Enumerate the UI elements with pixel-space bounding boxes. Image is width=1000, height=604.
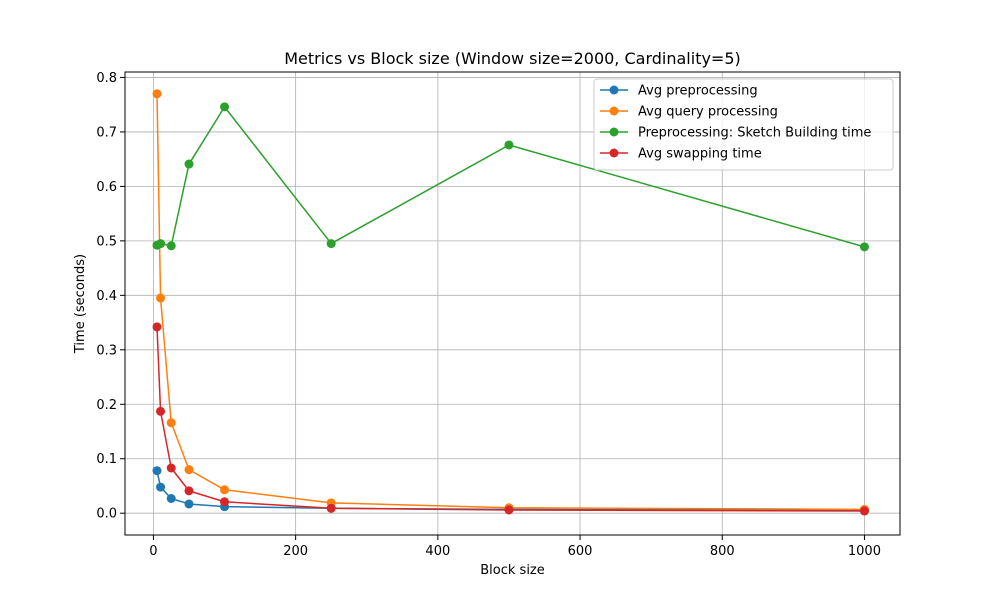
data-point-avg-preprocessing — [156, 482, 166, 492]
legend: Avg preprocessing Avg query processing Pre… — [593, 78, 894, 171]
y-tick-label: 0.6 — [96, 180, 117, 195]
axis-ticks: 0 200 400 600 800 1000 0.0 0.1 0.2 0.3 0.4 0.5 0.6 0.… — [96, 71, 881, 559]
data-point-avg-query-processing — [166, 418, 176, 428]
legend-entry-label: Preprocessing: Sketch Building time — [638, 126, 871, 141]
data-point-avg-swapping-time — [326, 503, 336, 513]
y-axis-label: Time (seconds) — [73, 254, 88, 354]
series-line-avg-swapping-time — [156, 326, 865, 512]
x-axis-label: Block size — [480, 563, 545, 578]
x-tick-label: 0 — [149, 544, 157, 559]
y-tick-label: 0.5 — [96, 234, 117, 249]
legend-marker — [609, 148, 619, 158]
chart-title: Metrics vs Block size (Window size=2000,… — [284, 49, 741, 68]
data-point-avg-preprocessing — [166, 494, 176, 504]
data-point-preprocessing-sketch-building-time — [504, 140, 514, 150]
data-point-preprocessing-sketch-building-time — [220, 102, 230, 112]
y-tick-label: 0.8 — [96, 71, 117, 86]
data-point-avg-query-processing — [184, 465, 194, 475]
data-point-preprocessing-sketch-building-time — [326, 239, 336, 249]
y-tick-label: 0.4 — [96, 289, 117, 304]
data-point-preprocessing-sketch-building-time — [859, 242, 869, 252]
data-point-preprocessing-sketch-building-time — [184, 159, 194, 169]
grid-lines — [125, 72, 900, 535]
data-point-avg-preprocessing — [184, 499, 194, 509]
x-tick-label: 1000 — [848, 544, 881, 559]
y-tick-label: 0.2 — [96, 398, 117, 413]
legend-marker — [609, 85, 619, 95]
data-point-avg-swapping-time — [859, 506, 869, 516]
data-point-avg-preprocessing — [152, 466, 162, 476]
x-tick-label: 800 — [710, 544, 735, 559]
legend-entry-label: Avg query processing — [638, 105, 778, 120]
legend-marker — [609, 106, 619, 116]
y-tick-label: 0.3 — [96, 343, 117, 358]
legend-entry-label: Avg swapping time — [638, 147, 762, 162]
data-point-avg-swapping-time — [184, 486, 194, 496]
data-point-avg-swapping-time — [166, 463, 176, 473]
legend-entry-label: Avg preprocessing — [638, 84, 758, 99]
plot-area-frame — [124, 71, 901, 536]
x-tick-label: 400 — [425, 544, 450, 559]
series-line-avg-query-processing — [156, 93, 865, 511]
data-point-preprocessing-sketch-building-time — [166, 241, 176, 251]
data-point-avg-swapping-time — [156, 406, 166, 416]
data-point-avg-query-processing — [220, 485, 230, 495]
data-point-avg-query-processing — [156, 293, 166, 303]
y-tick-label: 0.0 — [96, 507, 117, 522]
x-tick-label: 200 — [283, 544, 308, 559]
x-tick-label: 600 — [568, 544, 593, 559]
data-point-preprocessing-sketch-building-time — [156, 239, 166, 249]
data-point-avg-swapping-time — [152, 322, 162, 332]
data-point-avg-query-processing — [152, 89, 162, 99]
legend-box — [593, 78, 894, 171]
data-point-avg-swapping-time — [220, 497, 230, 507]
y-tick-label: 0.1 — [96, 452, 117, 467]
data-point-avg-swapping-time — [504, 505, 514, 515]
series-lines — [152, 89, 869, 516]
legend-marker — [609, 127, 619, 137]
y-tick-label: 0.7 — [96, 125, 117, 140]
